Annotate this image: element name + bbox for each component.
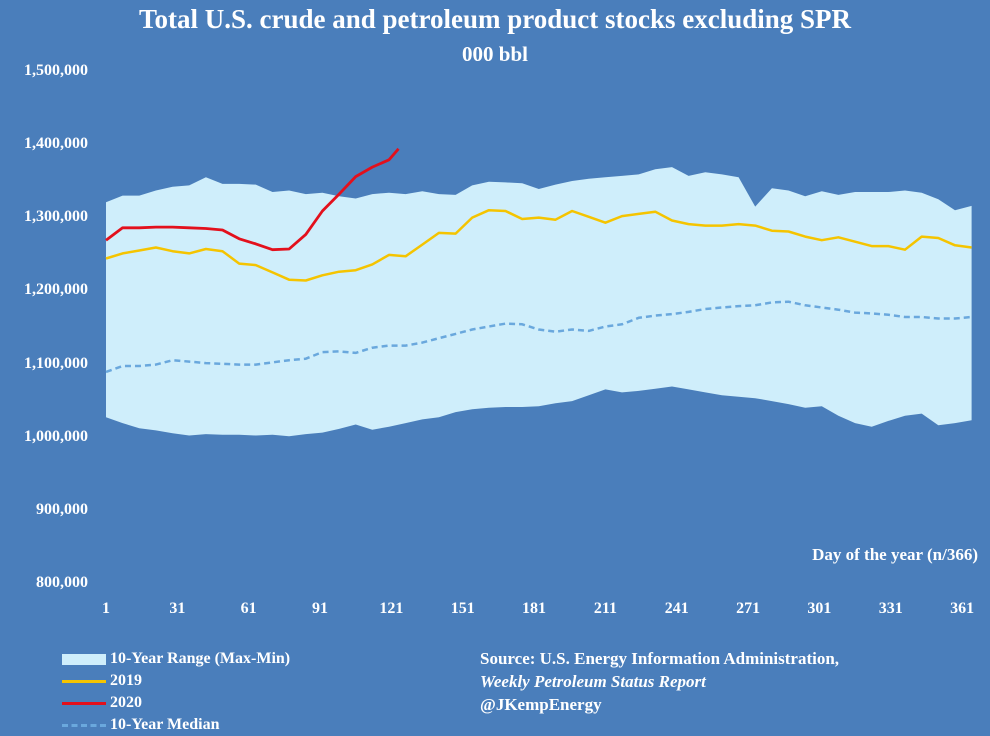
x-tick-label: 271 bbox=[736, 600, 761, 617]
x-tick-label: 61 bbox=[240, 600, 257, 617]
x-tick-label: 31 bbox=[169, 600, 186, 617]
x-axis-label: Day of the year (n/366) bbox=[812, 545, 978, 564]
y-tick-label: 1,400,000 bbox=[24, 135, 88, 153]
x-tick-label: 211 bbox=[593, 600, 617, 617]
legend-item-median: 10-Year Median bbox=[62, 714, 290, 736]
legend-swatch-median bbox=[62, 723, 106, 727]
legend-label-2020: 2020 bbox=[110, 694, 142, 711]
series-median-line bbox=[105, 300, 972, 374]
legend-item-range: 10-Year Range (Max-Min) bbox=[62, 648, 290, 670]
legend-label-median: 10-Year Median bbox=[110, 716, 220, 733]
legend-item-2020: 2020 bbox=[62, 692, 290, 714]
source-line-3: @JKemp­Energy bbox=[480, 695, 602, 714]
x-tick-label: 121 bbox=[379, 600, 404, 617]
x-tick-label: 361 bbox=[950, 600, 975, 617]
source-note: Source: U.S. Energy Information Administ… bbox=[480, 647, 839, 716]
legend: 10-Year Range (Max-Min) 2019 2020 10-Yea… bbox=[62, 648, 290, 736]
legend-label-2019: 2019 bbox=[110, 672, 142, 689]
legend-label-range: 10-Year Range (Max-Min) bbox=[110, 650, 291, 667]
source-line-2: Weekly Petroleum Status Report bbox=[480, 670, 839, 693]
chart-title: Total U.S. crude and petroleum product s… bbox=[138, 4, 852, 34]
y-tick-label: 800,000 bbox=[36, 574, 88, 591]
chart-subtitle: 000 bbl bbox=[462, 42, 528, 66]
legend-swatch-2019 bbox=[62, 679, 106, 683]
source-report-name: Weekly Petroleum Status Report bbox=[480, 672, 706, 691]
source-line-1: Source: U.S. Energy Information Administ… bbox=[480, 649, 840, 668]
series-2020-line bbox=[105, 147, 400, 252]
legend-swatch-range bbox=[62, 653, 106, 665]
legend-item-2019: 2019 bbox=[62, 670, 290, 692]
x-tick-label: 1 bbox=[102, 600, 110, 617]
y-tick-label: 1,200,000 bbox=[24, 281, 88, 299]
legend-swatch-2020 bbox=[62, 701, 106, 705]
y-tick-label: 1,300,000 bbox=[24, 208, 88, 226]
x-tick-label: 91 bbox=[312, 600, 329, 617]
x-tick-label: 181 bbox=[522, 600, 547, 617]
y-tick-label: 1,100,000 bbox=[24, 354, 88, 372]
x-tick-label: 301 bbox=[807, 600, 832, 617]
x-tick-label: 151 bbox=[450, 600, 475, 617]
series-2019-line bbox=[105, 208, 972, 282]
x-tick-label: 331 bbox=[878, 600, 903, 617]
series-10-year-range-area bbox=[106, 167, 972, 437]
y-tick-label: 900,000 bbox=[36, 500, 88, 518]
x-tick-label: 241 bbox=[664, 600, 689, 617]
y-tick-label: 1,500,000 bbox=[24, 62, 88, 79]
y-tick-label: 1,000,000 bbox=[24, 427, 88, 445]
